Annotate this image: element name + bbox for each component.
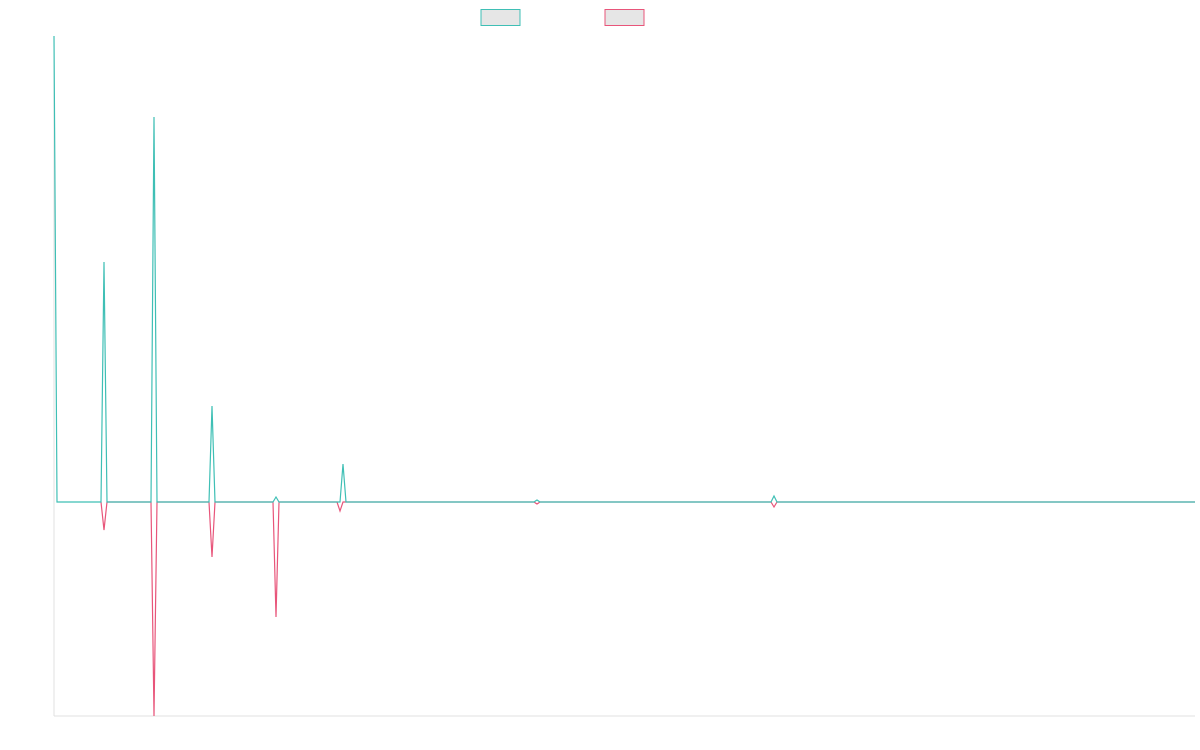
legend-swatch[interactable] (480, 9, 521, 26)
legend-swatch[interactable] (604, 9, 645, 26)
series-line (53, 35, 1195, 503)
series-line (100, 501, 1195, 717)
